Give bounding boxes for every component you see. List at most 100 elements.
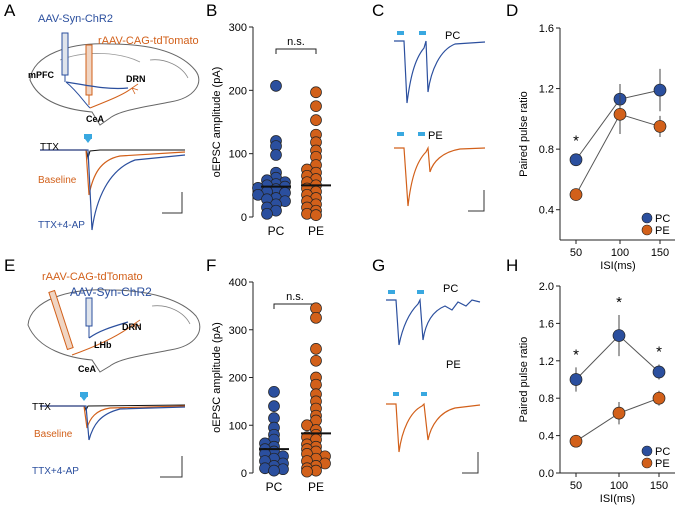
data-point-d-pe-1 [613,107,627,121]
trace-a-ttx4ap [40,149,186,231]
trace-e-ttx4ap [40,405,186,441]
panel-letter-d: D [506,1,518,20]
data-point-f-pc-18 [268,464,280,477]
data-point-f-pe-11 [301,419,313,432]
significance-star-h-0: * [573,346,579,363]
trace-a-baseline [40,149,186,196]
chart-panel-b: 0 100 200 300 oEPSC amplitude (pA) PC PE n.s. [211,22,331,238]
trace-label-c-pc: PC [445,30,460,42]
significance-bracket-f [273,303,317,309]
legend-label-h-0: PC [655,446,670,458]
data-point-d-pc-0 [569,153,583,167]
significance-label-b: n.s. [287,36,305,48]
x-tick-label-h-2: 150 [650,480,668,492]
projection-top-blue [65,81,129,90]
virus-label-bottom-2: AAV-Syn-ChR2 [70,285,152,299]
syringe-bottom-2 [85,297,93,327]
x-category-label-f-1: PE [308,480,324,494]
scale-bar-g [462,452,479,474]
chart-panel-d: 0.4 0.8 1.2 1.6 Paired pulse ratio 50 100 150 IS… [518,23,675,272]
region-label-bottom-3: CeA [78,364,97,374]
data-point-d-pe-0 [569,188,583,201]
y-tick-label-h-3: 1.2 [539,356,554,368]
trace-label-a-baseline: Baseline [38,175,77,186]
data-point-b-pe-0 [310,86,322,99]
projection-top-blue-2 [65,81,91,109]
virus-label-bottom-1: rAAV-CAG-tdTomato [42,271,143,283]
cerebellum-top [149,59,189,79]
data-point-b-pc-0 [270,80,282,92]
syringe-bottom-1 [48,289,74,351]
stim-arrow-e [81,397,87,401]
traces-a: TTX Baseline TTX+4-AP [38,134,186,231]
data-point-h-pe-0 [569,434,583,448]
panel-letter-h: H [506,256,518,275]
brain-outline-top [29,43,200,126]
panel-letter-e: E [4,256,15,275]
panel-letter-b: B [206,1,217,20]
stim-g-pc-1 [388,290,395,294]
series-line-h-pc [575,334,660,380]
projection-top-orange-2 [131,83,139,95]
y-tick-label-h-2: 0.8 [539,393,554,405]
x-axis-label-d: ISI(ms) [600,260,635,272]
projection-bottom-orange [71,323,135,356]
stim-c-pc-2 [419,31,426,35]
significance-label-f: n.s. [286,291,304,303]
legend-label-d-1: PE [655,225,670,237]
y-tick-label-h-0: 0.0 [539,468,554,480]
stim-g-pe-2 [421,392,427,396]
y-tick-label-h-1: 0.4 [539,431,554,443]
y-axis-label-h: Paired pulse ratio [518,337,530,423]
trace-g-pc [386,297,481,346]
x-axis-label-h: ISI(ms) [600,493,635,505]
panel-letter-g: G [372,256,385,275]
y-tick-label-d-1: 0.8 [539,144,554,156]
data-point-d-pe-2 [653,120,667,133]
trace-label-c-pe: PE [428,130,443,142]
syringe-top-2 [85,44,93,96]
y-tick-label-f-4: 400 [229,277,247,289]
chart-panel-f: 0 100 200 300 400 oEPSC amplitude (pA) PC PE n.s… [211,277,331,494]
data-point-h-pe-2 [652,391,666,405]
scale-bar-a [162,192,183,214]
data-point-b-pe-1 [310,100,322,113]
syringe-top-1 [61,32,69,76]
stim-marker-a [84,134,92,139]
brain-schematic-top: AAV-Syn-ChR2 rAAV-CAG-tdTomato mPFC DRN … [28,13,200,126]
y-tick-label-f-1: 100 [229,420,247,432]
trace-g-pe [386,402,481,453]
y-tick-label-d-3: 1.6 [539,23,554,35]
region-label-top-2: DRN [126,74,146,84]
stim-c-pc-1 [397,31,404,35]
data-point-f-pc-1 [268,400,280,412]
trace-label-g-pc: PC [443,283,458,295]
stim-g-pe-1 [393,392,399,396]
y-tick-label-b-3: 300 [229,22,247,34]
significance-star-h-1: * [616,294,622,311]
data-point-h-pc-0 [569,373,583,386]
x-tick-label-d-2: 150 [651,247,669,259]
y-tick-label-f-2: 200 [229,373,247,385]
y-tick-label-b-0: 0 [241,212,247,224]
trace-c-pc [394,40,486,104]
trace-label-a-ttx4ap: TTX+4-AP [38,220,85,231]
trace-label-g-pe: PE [446,359,461,371]
x-category-label-f-0: PC [266,480,283,494]
x-tick-label-d-1: 100 [611,247,629,259]
traces-e: TTX Baseline TTX+4-AP [32,392,186,478]
y-tick-label-d-0: 0.4 [539,205,554,217]
x-category-label-b-0: PC [268,224,285,238]
data-point-f-pc-0 [268,385,280,398]
panel-letter-c: C [372,1,384,20]
scale-bar-c [468,190,485,212]
significance-star-h-2: * [656,344,662,361]
data-point-b-pc-22 [261,207,273,220]
cerebellum-bottom [151,305,191,325]
significance-star-d-0: * [573,133,579,150]
data-point-h-pe-1 [612,406,626,420]
traces-g: PC PE [386,283,481,474]
stim-marker-e [80,392,88,397]
